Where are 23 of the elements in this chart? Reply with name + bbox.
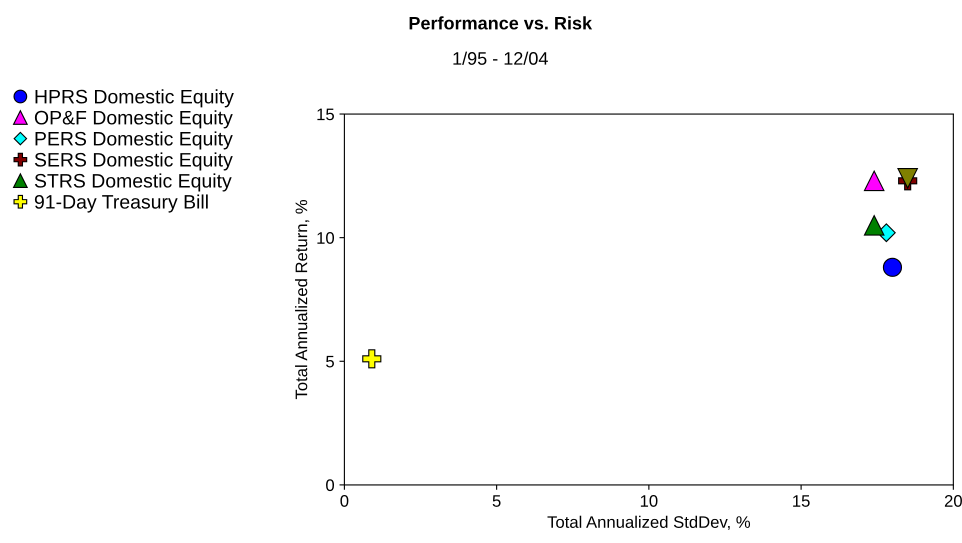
x-tick-label: 5: [492, 495, 501, 507]
legend-label: 91-Day Treasury Bill: [34, 194, 208, 213]
x-tick-label: 20: [944, 495, 962, 507]
point: [882, 258, 902, 277]
legend-label: OP&F Domestic Equity: [34, 110, 233, 128]
chart-title: Performance vs. Risk: [410, 16, 592, 30]
x-tick-label: 10: [640, 495, 658, 507]
point: [864, 215, 884, 236]
point: [362, 349, 382, 368]
y-tick-label: 10: [317, 232, 334, 244]
legend-label: SERS Domestic Equity: [34, 152, 233, 170]
legend-label: STRS Domestic Equity: [34, 173, 232, 192]
point: [864, 170, 884, 192]
legend-label: HPRS Domestic Equity: [36, 89, 234, 108]
y-axis-title: Total Annualized Return, %: [295, 200, 310, 400]
chart-subtitle: 1/95 - 12/04: [453, 52, 548, 65]
legend-label: PERS Domestic Equity: [36, 131, 233, 150]
y-tick-label: 5: [326, 356, 334, 368]
x-tick-label: 0: [340, 495, 348, 507]
x-tick-label: 15: [793, 495, 810, 507]
x-axis-title: Total Annualized StdDev, %: [547, 516, 750, 530]
y-tick-label: 15: [317, 108, 334, 120]
y-tick-label: 0: [326, 479, 334, 492]
